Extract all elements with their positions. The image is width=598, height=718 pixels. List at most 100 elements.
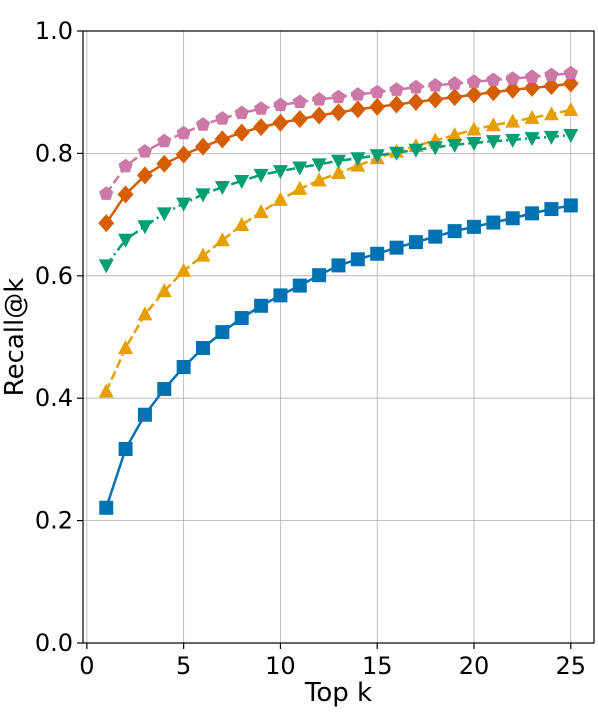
data-point <box>273 97 288 112</box>
data-point <box>505 113 521 128</box>
data-point <box>563 65 578 80</box>
data-point <box>524 132 540 147</box>
data-point <box>388 95 405 114</box>
data-point <box>331 258 346 273</box>
data-point <box>505 71 520 85</box>
data-point <box>215 111 230 125</box>
series-5 <box>99 65 578 200</box>
data-point <box>137 407 152 422</box>
data-point <box>156 154 173 173</box>
data-point <box>311 172 327 187</box>
data-point <box>369 149 385 164</box>
data-point <box>312 92 327 106</box>
y-tick-label: 0.8 <box>35 139 73 167</box>
data-point <box>253 101 269 115</box>
series-4 <box>98 74 579 233</box>
data-point <box>563 129 579 144</box>
data-point <box>99 500 114 515</box>
y-tick-label: 0.4 <box>35 384 73 412</box>
data-point <box>407 92 424 111</box>
data-point <box>428 229 443 244</box>
data-point <box>485 117 501 132</box>
y-tick-label: 0.2 <box>35 507 73 535</box>
data-point <box>254 298 269 313</box>
data-point <box>350 252 365 267</box>
data-point <box>195 188 211 203</box>
data-point <box>137 220 153 235</box>
x-tick-label: 20 <box>459 652 490 680</box>
data-point <box>272 165 288 180</box>
data-point <box>447 127 463 142</box>
data-point <box>311 106 328 125</box>
data-point <box>544 67 559 82</box>
data-point <box>447 76 462 90</box>
data-point <box>408 79 424 94</box>
data-point <box>466 136 482 151</box>
y-tick-label: 0.6 <box>35 262 73 290</box>
data-point <box>543 77 560 96</box>
data-point <box>196 341 211 356</box>
data-point <box>272 113 289 132</box>
data-point <box>331 89 346 104</box>
data-point <box>176 262 192 277</box>
data-point <box>291 110 308 129</box>
data-point <box>524 69 540 83</box>
data-point <box>117 185 134 204</box>
data-point <box>98 383 114 398</box>
data-point <box>446 88 463 107</box>
data-point <box>137 144 153 158</box>
data-point <box>214 130 231 149</box>
y-axis-label: Recall@k <box>0 278 30 397</box>
data-point <box>563 198 578 213</box>
data-point <box>253 168 269 183</box>
x-tick-label: 10 <box>265 652 296 680</box>
series-layer <box>98 65 579 515</box>
data-point <box>466 219 481 234</box>
data-point <box>292 94 307 109</box>
data-point <box>233 123 250 142</box>
data-point <box>176 197 192 212</box>
series-1 <box>99 198 578 515</box>
data-point <box>447 224 462 239</box>
data-point <box>504 80 521 99</box>
data-point <box>524 78 541 97</box>
data-point <box>176 359 191 374</box>
data-point <box>98 214 115 233</box>
x-tick-label: 25 <box>555 652 586 680</box>
data-point <box>234 217 250 232</box>
data-point <box>253 118 270 137</box>
data-point <box>156 283 172 298</box>
data-point <box>195 137 212 156</box>
data-point <box>234 105 249 120</box>
data-point <box>350 87 365 101</box>
data-point <box>485 135 501 150</box>
data-point <box>330 103 347 122</box>
data-point <box>543 130 559 145</box>
data-point <box>485 83 502 102</box>
series-line <box>105 108 572 392</box>
data-point <box>427 141 443 156</box>
data-point <box>98 259 114 274</box>
data-point <box>272 191 288 206</box>
data-point <box>99 186 114 200</box>
data-point <box>466 121 482 136</box>
data-point <box>563 101 579 116</box>
data-point <box>157 133 172 148</box>
x-axis-label: Top k <box>304 678 372 708</box>
data-point <box>118 233 134 248</box>
data-point <box>195 117 211 131</box>
data-point <box>389 146 405 161</box>
data-point <box>389 240 404 255</box>
data-point <box>137 306 153 321</box>
data-point <box>331 164 346 179</box>
axis-ticks: 0 5 10 15 20 25 0.0 0.2 0.4 0.6 0.8 1.0 <box>35 17 586 680</box>
data-point <box>505 211 520 226</box>
data-point <box>427 90 444 109</box>
series-2 <box>98 101 579 398</box>
data-point <box>214 232 230 247</box>
data-point <box>524 109 540 124</box>
data-point <box>176 125 191 140</box>
plot-frame <box>82 30 595 644</box>
x-tick-label: 5 <box>176 652 191 680</box>
data-point <box>215 325 230 340</box>
